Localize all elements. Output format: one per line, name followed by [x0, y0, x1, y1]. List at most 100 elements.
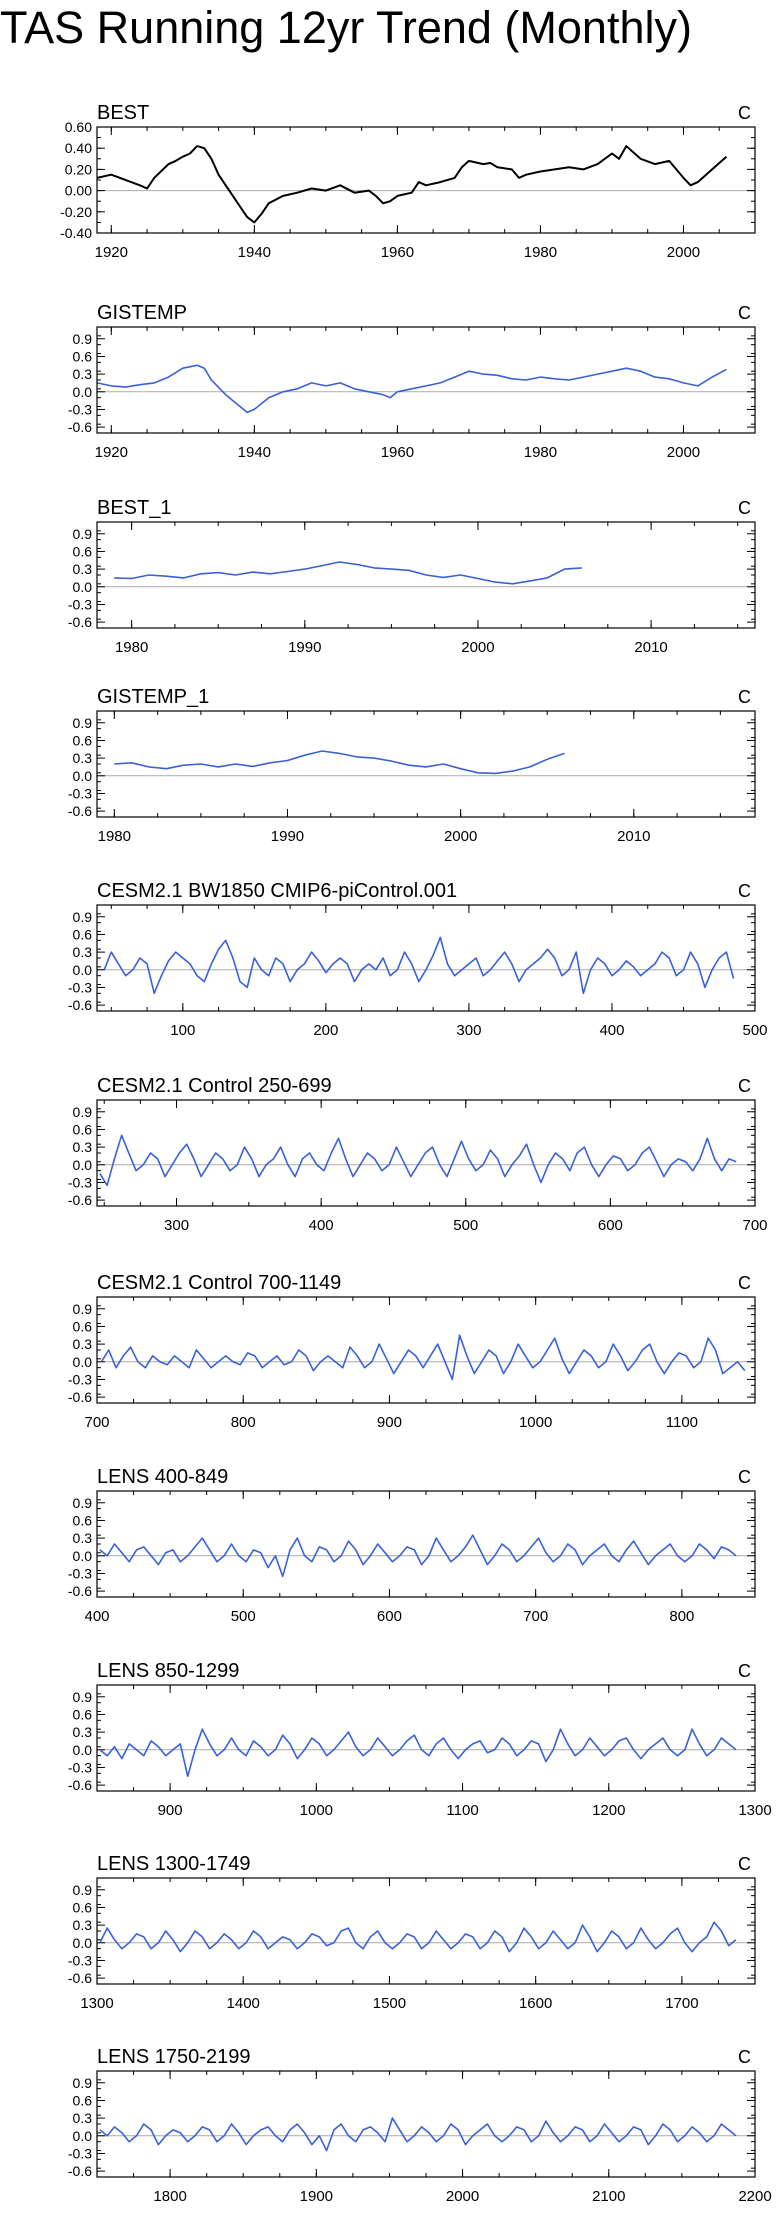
y-tick-label: 0.9 — [73, 2075, 93, 2091]
y-tick-label: -0.6 — [68, 614, 92, 630]
plot-frame — [96, 710, 756, 818]
x-tick-label: 2000 — [444, 828, 477, 845]
x-tick-label: 1000 — [300, 1802, 333, 1819]
y-tick-label: 0.9 — [73, 1689, 93, 1705]
x-tick-label: 2010 — [617, 828, 650, 845]
y-tick-label: 0.3 — [73, 1917, 93, 1933]
series-line — [103, 936, 735, 995]
y-tick-label: -0.6 — [68, 1389, 92, 1405]
x-tick-label: 1900 — [300, 2188, 333, 2205]
y-tick-label: -0.6 — [68, 1192, 92, 1208]
y-tick-label: -0.6 — [68, 997, 92, 1013]
y-tick-label: 0.3 — [73, 366, 93, 382]
x-tick-label: 1990 — [288, 639, 321, 656]
series-line — [100, 1334, 746, 1381]
y-tick-label: 0.6 — [73, 543, 93, 559]
series-line — [114, 750, 565, 775]
x-tick-label: 1100 — [446, 1802, 478, 1819]
x-tick-label: 700 — [523, 1608, 548, 1625]
y-tick-label: -0.6 — [68, 803, 92, 819]
y-tick-label: 0.6 — [73, 1121, 93, 1137]
x-tick-label: 1920 — [95, 444, 128, 461]
y-tick-label: -0.40 — [60, 225, 92, 241]
y-tick-label: 0.6 — [73, 2092, 93, 2108]
unit-label: C — [738, 687, 751, 707]
y-tick-label: 0.0 — [73, 1935, 93, 1951]
y-tick-label: 0.3 — [73, 1724, 93, 1740]
y-tick-label: -0.3 — [68, 1174, 92, 1190]
y-tick-label: 0.9 — [73, 526, 93, 542]
y-tick-label: 0.20 — [65, 161, 92, 177]
plot-frame — [96, 1296, 756, 1404]
chart-panel: GISTEMP_1 C -0.6 -0.30.0 0.3 0.60.9 1980 1990 20… — [68, 686, 756, 845]
panel-title: LENS 850-1299 — [97, 1660, 239, 1682]
plot-frame — [96, 1684, 756, 1792]
y-tick-label: 0.6 — [73, 348, 93, 364]
x-tick-label: 600 — [377, 1608, 402, 1625]
chart-panel: LENS 400-849 C -0.6 -0.30.0 0.3 0.60.9 400 500 6… — [68, 1466, 756, 1625]
y-tick-label: -0.6 — [68, 1583, 92, 1599]
x-tick-label: 1980 — [115, 639, 148, 656]
series-line — [99, 1534, 737, 1578]
y-tick-label: 0.0 — [73, 768, 93, 784]
y-tick-label: 0.6 — [73, 1318, 93, 1334]
series-line — [96, 364, 727, 414]
panel-title: LENS 1750-2199 — [97, 2046, 250, 2068]
y-tick-label: 0.0 — [73, 2128, 93, 2144]
x-tick-label: 1300 — [80, 1995, 113, 2012]
y-tick-label: 0.9 — [73, 1301, 93, 1317]
page-title: TAS Running 12yr Trend (Monthly) — [0, 2, 692, 53]
y-tick-label: 0.9 — [73, 1104, 93, 1120]
y-tick-label: 0.3 — [73, 1530, 93, 1546]
x-tick-label: 900 — [158, 1802, 183, 1819]
y-tick-label: -0.3 — [68, 1565, 92, 1581]
x-tick-label: 500 — [742, 1022, 767, 1039]
plot-frame — [96, 1877, 756, 1985]
plot-frame — [96, 126, 756, 234]
x-tick-label: 1980 — [524, 244, 557, 261]
y-tick-label: 0.9 — [73, 331, 93, 347]
plot-frame — [96, 521, 756, 629]
x-tick-label: 1940 — [238, 444, 271, 461]
y-tick-label: -0.3 — [68, 2145, 92, 2161]
y-tick-label: 0.3 — [73, 750, 93, 766]
unit-label: C — [738, 1076, 751, 1096]
y-tick-label: 0.60 — [65, 119, 92, 135]
y-tick-label: -0.3 — [68, 1759, 92, 1775]
x-tick-label: 800 — [669, 1608, 694, 1625]
y-tick-label: 0.6 — [73, 1706, 93, 1722]
panel-title: LENS 400-849 — [97, 1466, 228, 1488]
chart-panel: LENS 1300-1749 C -0.6 -0.30.0 0.3 0.60.9 1300 1… — [68, 1853, 756, 2012]
x-tick-label: 2200 — [738, 2188, 771, 2205]
x-tick-label: 400 — [599, 1022, 624, 1039]
panel-title: LENS 1300-1749 — [97, 1853, 250, 1875]
unit-label: C — [738, 1661, 751, 1681]
unit-label: C — [738, 303, 751, 323]
x-tick-label: 2100 — [592, 2188, 625, 2205]
x-tick-label: 1100 — [666, 1414, 698, 1431]
x-tick-label: 500 — [453, 1217, 478, 1234]
y-tick-label: 0.0 — [73, 1548, 93, 1564]
x-tick-label: 2000 — [667, 244, 700, 261]
x-tick-label: 2000 — [667, 444, 700, 461]
y-tick-label: 0.0 — [73, 579, 93, 595]
plot-frame — [96, 1490, 756, 1598]
y-tick-label: 0.6 — [73, 1899, 93, 1915]
plot-frame — [96, 1099, 756, 1207]
unit-label: C — [738, 1467, 751, 1487]
x-tick-label: 1960 — [381, 444, 414, 461]
x-tick-label: 2000 — [461, 639, 494, 656]
unit-label: C — [738, 881, 751, 901]
x-tick-label: 1980 — [524, 444, 557, 461]
chart-panel: CESM2.1 Control 700-1149 C -0.6 -0.30.0 0.3 0… — [68, 1272, 756, 1431]
y-tick-label: 0.0 — [73, 1742, 93, 1758]
x-tick-label: 300 — [164, 1217, 189, 1234]
y-tick-label: 0.9 — [73, 1882, 93, 1898]
series-line — [114, 561, 582, 585]
y-tick-label: 0.3 — [73, 1139, 93, 1155]
x-tick-label: 600 — [598, 1217, 623, 1234]
x-tick-label: 900 — [377, 1414, 402, 1431]
x-tick-label: 2010 — [634, 639, 667, 656]
y-tick-label: -0.3 — [68, 1371, 92, 1387]
